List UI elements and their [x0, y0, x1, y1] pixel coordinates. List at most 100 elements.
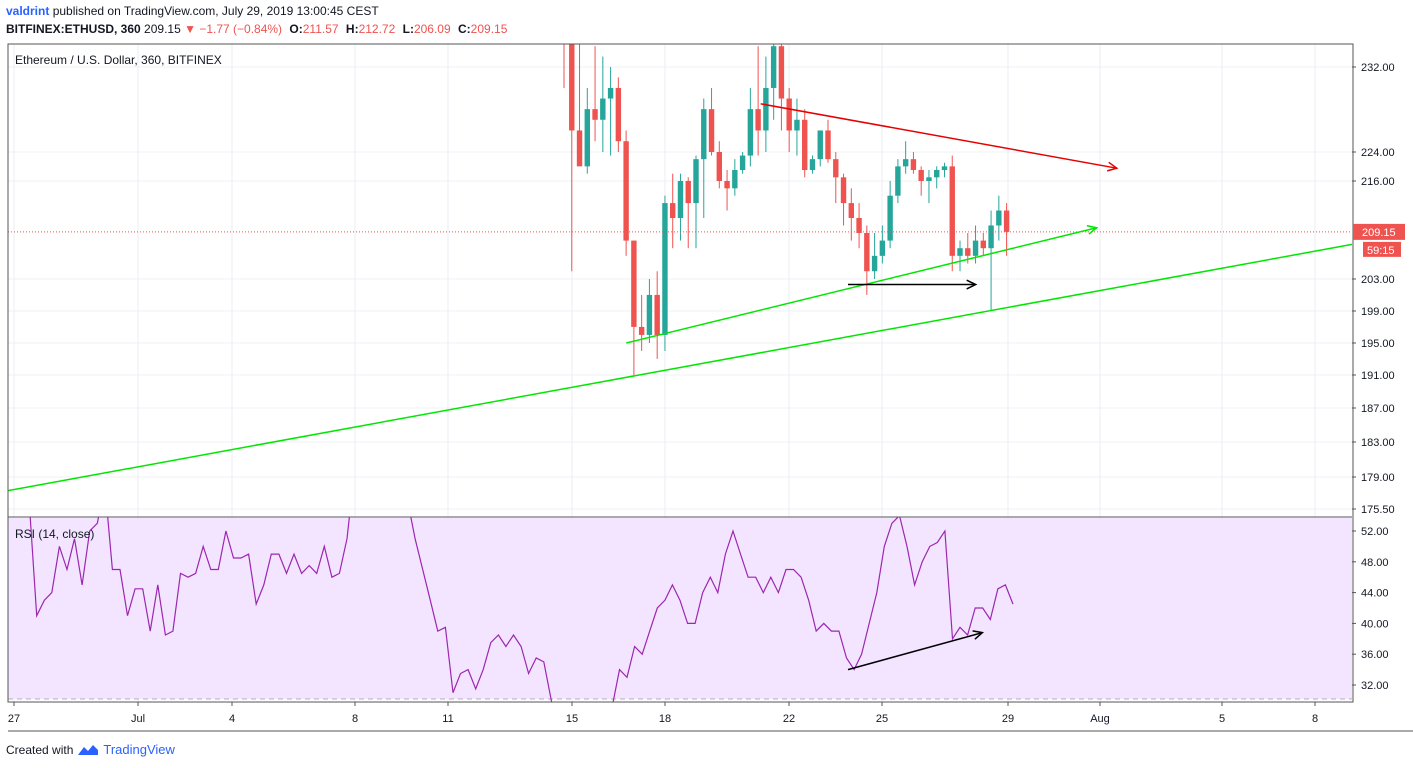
- candle: [910, 152, 917, 174]
- candle: [708, 87, 715, 156]
- candle: [941, 162, 948, 178]
- candle: [957, 240, 963, 272]
- candle: [693, 155, 699, 249]
- rsi-axis[interactable]: 52.00 48.00 44.00 40.00 36.00 32.00: [1352, 526, 1389, 692]
- last-price-tag-label: 209.15: [1362, 227, 1396, 239]
- candle: [563, 44, 565, 88]
- rsi-tick-label: 48.00: [1361, 557, 1389, 569]
- price-axis[interactable]: 232.00 224.00 216.00 203.00 199.00 195.00 191.…: [1352, 62, 1405, 516]
- candle: [646, 279, 653, 343]
- candle: [980, 233, 987, 256]
- footer: Created with TradingView: [6, 742, 175, 757]
- candle: [996, 195, 1002, 241]
- candle: [600, 56, 606, 152]
- rsi-line: [29, 517, 1014, 702]
- candle: [607, 67, 614, 156]
- candle: [755, 46, 761, 156]
- time-axis[interactable]: 27 Jul 4 8 11 15 18 22 25 29 Aug 5 8: [8, 702, 1318, 725]
- rsi-pane: [29, 517, 1014, 702]
- open-value: 211.57: [302, 22, 339, 36]
- candle: [871, 233, 878, 279]
- down-arrow-icon: ▼: [184, 22, 196, 36]
- candle: [778, 44, 785, 131]
- time-tick-label: 8: [352, 713, 358, 725]
- published-text: published on TradingView.com, July 29, 2…: [52, 4, 379, 18]
- rsi-tick-label: 36.00: [1361, 649, 1389, 661]
- time-tick-label: 22: [783, 713, 795, 725]
- candle: [615, 77, 622, 152]
- author-name[interactable]: valdrint: [6, 4, 50, 18]
- candle: [833, 152, 839, 204]
- high-value: 212.72: [358, 22, 396, 36]
- candle: [584, 87, 590, 174]
- candle: [934, 166, 940, 189]
- open-key: O:: [289, 22, 303, 36]
- trendline-resistance[interactable]: [760, 103, 1119, 172]
- time-tick-label: 5: [1219, 713, 1225, 725]
- candle: [732, 159, 738, 196]
- low-value: 206.09: [413, 22, 451, 36]
- rsi-drawings[interactable]: [847, 630, 985, 671]
- candle: [592, 46, 598, 142]
- candle: [949, 155, 955, 272]
- time-tick-label: Jul: [131, 713, 145, 725]
- candle: [654, 271, 660, 359]
- candle: [988, 210, 994, 311]
- plot-border: [7, 43, 1354, 703]
- time-tick-label: 15: [566, 713, 578, 725]
- candles: [563, 44, 1010, 375]
- candle: [569, 44, 575, 272]
- rsi-tick-label: 32.00: [1361, 680, 1389, 692]
- trendline-support-short[interactable]: [626, 224, 1099, 344]
- ohlc-legend: BITFINEX:ETHUSD, 360 209.15 ▼ −1.77 (−0.…: [6, 22, 507, 36]
- candle: [817, 130, 823, 167]
- time-tick-label: 18: [659, 713, 671, 725]
- symbol-label: BITFINEX:ETHUSD, 360: [6, 22, 141, 36]
- price-tick-label: 216.00: [1361, 176, 1395, 188]
- candle: [677, 173, 684, 241]
- last-price-label: 209.15: [144, 22, 181, 36]
- price-tick-label: 224.00: [1361, 147, 1395, 159]
- countdown-tag: [1363, 241, 1401, 257]
- trendline-support-long[interactable]: [8, 243, 1352, 492]
- price-tick-label: 179.00: [1361, 472, 1395, 484]
- publish-info: valdrint published on TradingView.com, J…: [6, 4, 379, 18]
- candle: [576, 44, 583, 167]
- rsi-tick-label: 40.00: [1361, 618, 1389, 630]
- price-tick-label: 195.00: [1361, 338, 1395, 350]
- arrow-price-horizontal[interactable]: [848, 279, 978, 290]
- candle: [840, 173, 847, 226]
- price-tick-label: 183.00: [1361, 437, 1395, 449]
- last-price-tag: [1353, 223, 1405, 240]
- candle: [965, 233, 971, 264]
- chart-title: Ethereum / U.S. Dollar, 360, BITFINEX: [15, 53, 222, 67]
- candle: [1003, 203, 1010, 256]
- change-label: −1.77 (−0.84%): [199, 22, 283, 36]
- close-key: C:: [458, 22, 471, 36]
- candle: [825, 119, 831, 163]
- trend-drawings[interactable]: [8, 103, 1352, 492]
- tradingview-link[interactable]: TradingView: [103, 742, 175, 757]
- time-tick-label: 27: [8, 713, 20, 725]
- created-with-label: Created with: [6, 742, 74, 757]
- time-tick-label: 29: [1002, 713, 1014, 725]
- price-tick-label: 175.50: [1361, 504, 1395, 516]
- candle: [794, 98, 800, 156]
- candle: [895, 159, 901, 204]
- candle: [716, 141, 722, 189]
- time-tick-label: 25: [876, 713, 888, 725]
- candle: [802, 109, 808, 178]
- arrow-rsi-divergence[interactable]: [847, 630, 985, 671]
- candle: [887, 181, 893, 249]
- low-key: L:: [402, 22, 414, 36]
- candle: [879, 225, 886, 264]
- time-tick-label: Aug: [1090, 713, 1110, 725]
- candle: [848, 188, 855, 241]
- high-key: H:: [345, 22, 359, 36]
- time-tick-label: 4: [229, 713, 235, 725]
- candle: [856, 203, 862, 249]
- candle: [786, 87, 792, 152]
- rsi-tick-label: 52.00: [1361, 526, 1389, 538]
- candle: [623, 130, 629, 256]
